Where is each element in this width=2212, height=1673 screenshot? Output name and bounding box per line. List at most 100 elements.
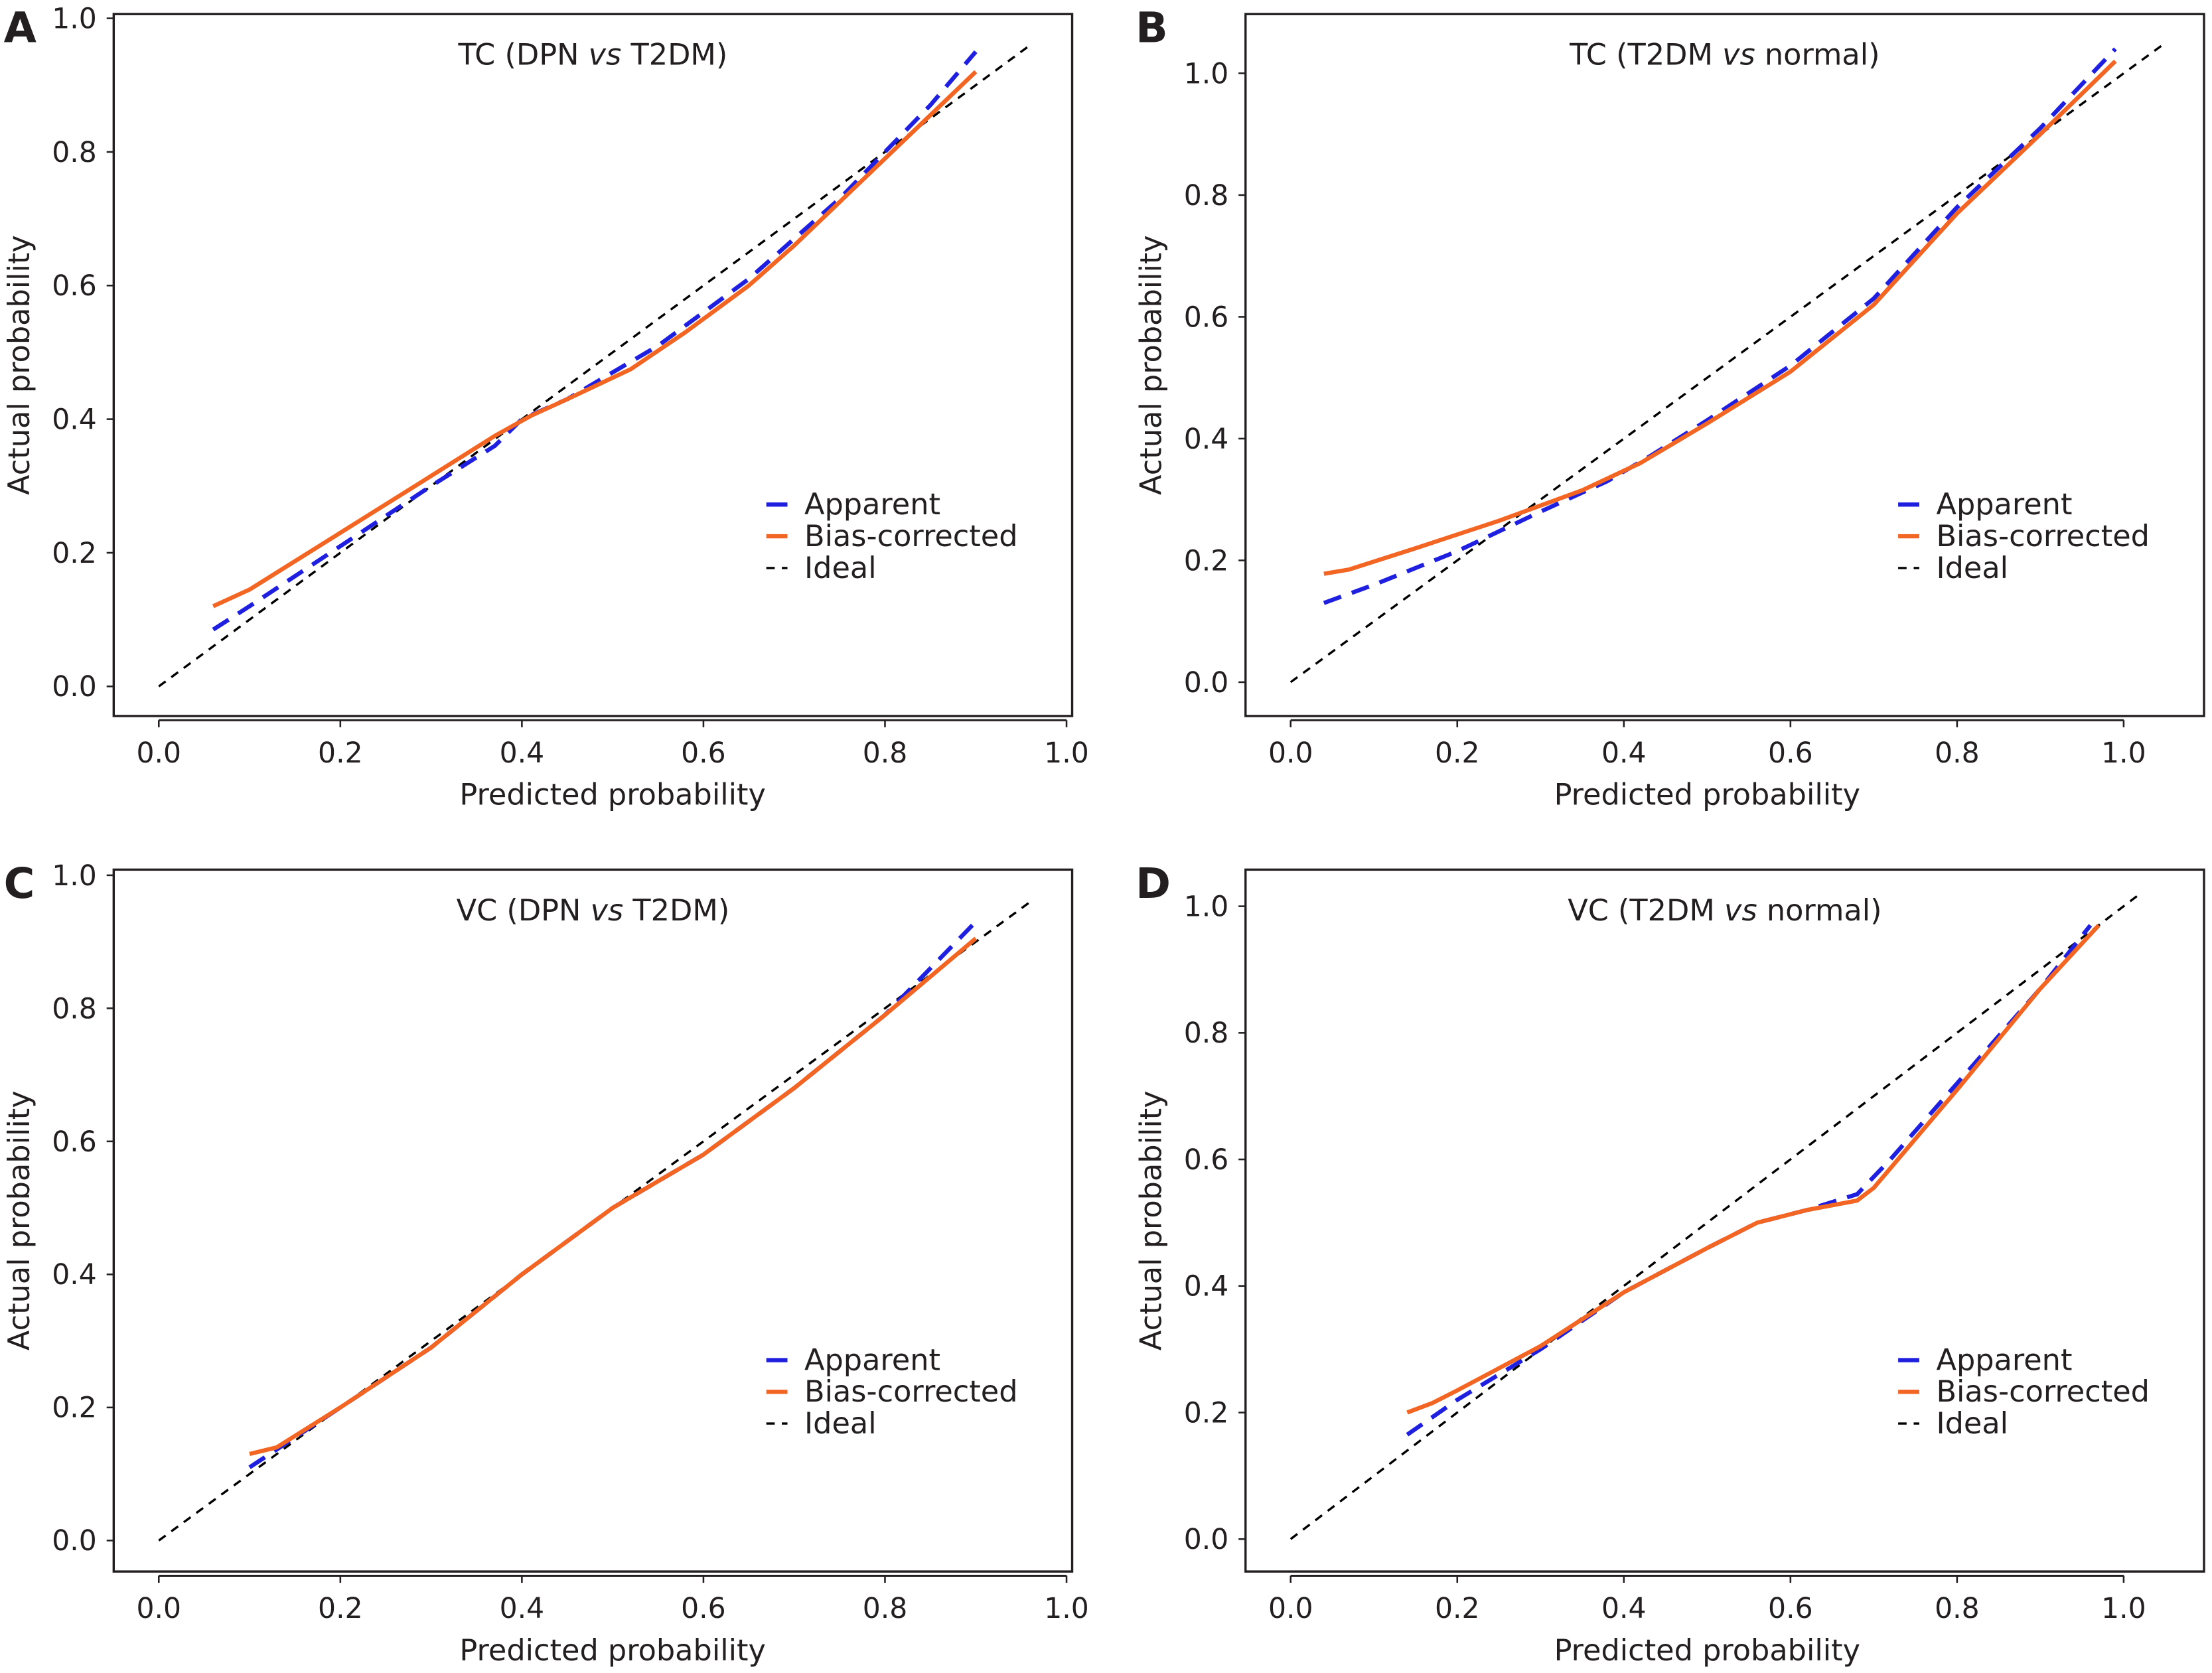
y-tick-label: 0.4 (52, 1259, 97, 1291)
title-suffix: T2DM) (623, 893, 729, 928)
legend-label: Bias-corrected (804, 1374, 1018, 1409)
chart-title: TC (T2DM vs normal) (1569, 38, 1880, 72)
y-tick-label: 0.0 (52, 1525, 97, 1558)
ideal-line (158, 44, 1031, 688)
y-axis-label: Actual probability (1134, 1090, 1168, 1350)
x-tick-label: 1.0 (1044, 1593, 1089, 1625)
x-tick-label: 0.0 (1268, 1593, 1313, 1625)
y-tick-label: 0.6 (52, 270, 97, 303)
y-tick-label: 0.4 (1184, 1271, 1229, 1303)
y-tick-label: 1.0 (1184, 58, 1229, 90)
plot-frame (112, 13, 1074, 717)
legend-label: Ideal (1936, 551, 2008, 585)
legend-label: Bias-corrected (1936, 519, 2150, 553)
plot-frame (1244, 13, 2205, 717)
y-tick-label: 0.2 (52, 1392, 97, 1425)
x-tick-label: 0.0 (137, 737, 182, 770)
bias-corrected-line (1323, 59, 2117, 576)
x-tick-label: 0.4 (1601, 1593, 1647, 1625)
x-tick-label: 0.2 (1435, 1593, 1480, 1625)
x-tick-label: 0.0 (137, 1593, 182, 1625)
y-tick-label: 0.2 (1184, 1397, 1229, 1429)
legend-label: Ideal (804, 551, 877, 585)
y-tick-label: 0.0 (52, 671, 97, 703)
apparent-line (1406, 924, 2093, 1437)
x-tick-label: 0.2 (1435, 737, 1480, 770)
y-axis-label: Actual probability (2, 1090, 37, 1350)
title-italic: vs (1724, 893, 1757, 928)
title-italic: vs (589, 38, 622, 72)
title-prefix: TC (DPN (458, 38, 589, 72)
y-tick-label: 0.2 (52, 538, 97, 570)
x-tick-label: 0.6 (681, 1593, 726, 1625)
bias-corrected-line (212, 70, 978, 609)
x-tick-label: 0.6 (681, 737, 726, 770)
legend-label: Apparent (804, 1343, 940, 1377)
title-prefix: VC (DPN (457, 893, 591, 928)
y-tick-label: 0.4 (52, 403, 97, 436)
panel-a: A 0.0 0.2 0.4 0.6 0.8 1.0 0.0 0.2 0.4 0.6 0.8 1.0 Pre… (2, 3, 1089, 812)
title-prefix: TC (T2DM (1569, 38, 1722, 72)
ideal-line (158, 901, 1031, 1542)
y-tick-label: 0.8 (52, 137, 97, 169)
x-axis-label: Predicted probability (459, 1633, 765, 1668)
ideal-line (1290, 893, 2142, 1540)
y-axis-label: Actual probability (2, 235, 37, 495)
y-axis-label: Actual probability (1134, 235, 1168, 495)
legend-label: Ideal (804, 1406, 877, 1441)
x-axis-label: Predicted probability (1554, 1633, 1860, 1668)
panel-letter: A (4, 4, 37, 53)
x-tick-label: 0.8 (863, 737, 908, 770)
legend-label: Ideal (1936, 1406, 2008, 1441)
legend-label: Apparent (1936, 487, 2072, 522)
y-tick-label: 0.6 (52, 1126, 97, 1159)
panel-letter: B (1136, 4, 1168, 53)
plot-frame (112, 868, 1074, 1573)
x-tick-label: 1.0 (2101, 737, 2146, 770)
title-suffix: normal) (1757, 893, 1882, 928)
x-tick-label: 0.6 (1768, 1593, 1813, 1625)
panel-c: C 0.0 0.2 0.4 0.6 0.8 1.0 0.0 0.2 0.4 0.6 0.8 1.0 Pre… (2, 859, 1089, 1668)
y-tick-label: 0.8 (1184, 180, 1229, 212)
x-axis-label: Predicted probability (459, 778, 765, 812)
title-suffix: T2DM) (621, 38, 727, 72)
chart-title: TC (DPN vs T2DM) (458, 38, 728, 72)
title-italic: vs (1722, 38, 1755, 72)
x-tick-label: 0.4 (500, 737, 545, 770)
legend-label: Bias-corrected (804, 519, 1018, 553)
panel-letter: C (4, 859, 35, 909)
legend-label: Apparent (804, 487, 940, 522)
chart-title: VC (T2DM vs normal) (1568, 893, 1881, 928)
plot-frame (1244, 868, 2205, 1573)
x-tick-label: 0.8 (863, 1593, 908, 1625)
panel-b: B 0.0 0.2 0.4 0.6 0.8 1.0 0.0 0.2 0.4 0.6 0.8 1.0 Pre… (1134, 4, 2205, 812)
panel-letter: D (1136, 859, 1171, 909)
x-tick-label: 0.2 (318, 737, 363, 770)
y-tick-label: 0.0 (1184, 1524, 1229, 1556)
title-prefix: VC (T2DM (1568, 893, 1724, 928)
x-tick-label: 0.8 (1935, 1593, 1980, 1625)
x-tick-label: 1.0 (2101, 1593, 2146, 1625)
y-tick-label: 1.0 (1184, 891, 1229, 923)
panel-d: D 0.0 0.2 0.4 0.6 0.8 1.0 0.0 0.2 0.4 0.6 0.8 1.0 Pre… (1134, 859, 2205, 1668)
bias-corrected-line (1406, 924, 2101, 1415)
x-tick-label: 0.6 (1768, 737, 1813, 770)
x-tick-label: 0.4 (1601, 737, 1647, 770)
title-suffix: normal) (1755, 38, 1880, 72)
y-tick-label: 0.6 (1184, 1144, 1229, 1177)
x-tick-label: 0.2 (318, 1593, 363, 1625)
legend-label: Bias-corrected (1936, 1374, 2150, 1409)
title-italic: vs (591, 893, 624, 928)
x-tick-label: 1.0 (1044, 737, 1089, 770)
y-tick-label: 0.2 (1184, 545, 1229, 577)
y-tick-label: 1.0 (52, 3, 97, 35)
y-tick-label: 0.6 (1184, 301, 1229, 334)
y-tick-label: 0.4 (1184, 423, 1229, 456)
x-tick-label: 0.0 (1268, 737, 1313, 770)
